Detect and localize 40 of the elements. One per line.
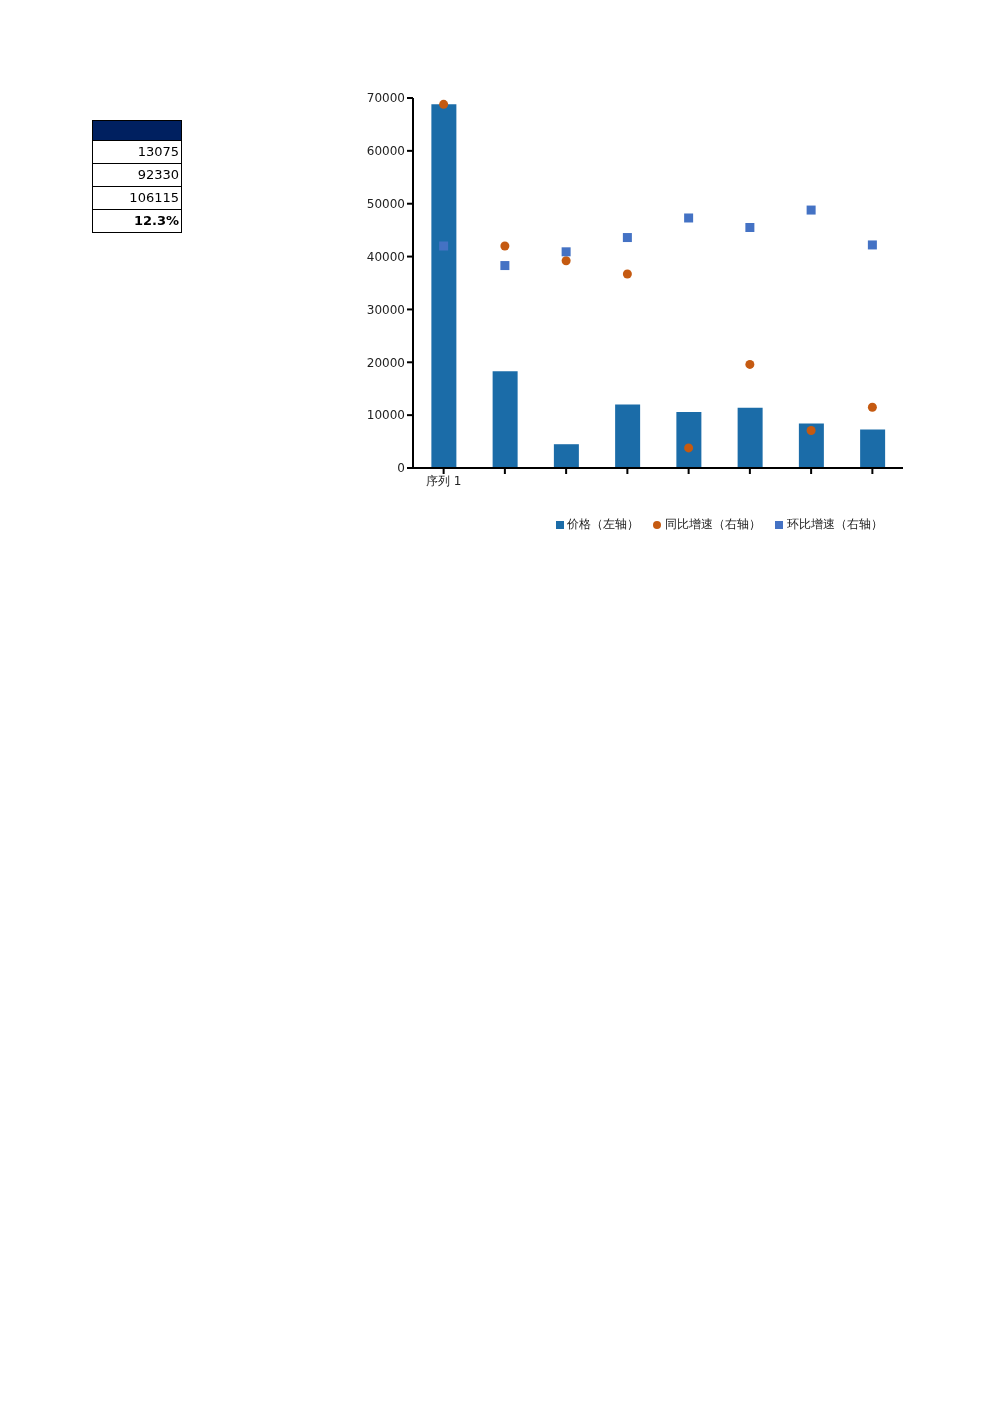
point bbox=[867, 240, 877, 250]
point bbox=[745, 223, 755, 232]
y-tick-label: 60000 bbox=[366, 144, 405, 159]
point bbox=[500, 261, 510, 271]
point bbox=[806, 205, 816, 215]
legend-label: 同比增速（右轴） bbox=[664, 516, 762, 533]
point bbox=[745, 359, 755, 369]
y-tick-label: 70000 bbox=[366, 91, 405, 106]
text: 13075 bbox=[92, 141, 182, 164]
point bbox=[806, 425, 816, 435]
y-tick-label: 20000 bbox=[366, 355, 405, 370]
y-tick-label: 0 bbox=[397, 461, 405, 476]
point bbox=[561, 247, 571, 257]
text: 12.3% bbox=[92, 210, 182, 233]
point bbox=[622, 233, 632, 243]
bar bbox=[676, 411, 702, 468]
point bbox=[684, 213, 694, 223]
point bbox=[439, 241, 449, 251]
bar bbox=[798, 423, 824, 468]
x-tick-label: 序列 1 bbox=[425, 473, 462, 488]
point bbox=[622, 269, 632, 279]
legend-label: 价格（左轴） bbox=[566, 516, 640, 533]
bar bbox=[615, 404, 641, 468]
y-tick-label: 30000 bbox=[366, 302, 405, 317]
text: 92330 bbox=[92, 164, 182, 187]
point bbox=[684, 443, 694, 453]
bar bbox=[553, 444, 579, 468]
bar bbox=[431, 104, 457, 468]
point bbox=[867, 402, 877, 412]
legend-label: 环比增速（右轴） bbox=[786, 516, 883, 533]
point bbox=[439, 99, 449, 109]
text: 106115 bbox=[92, 187, 182, 210]
y-tick-label: 40000 bbox=[366, 249, 405, 264]
bar bbox=[737, 407, 763, 468]
point bbox=[561, 256, 571, 266]
point bbox=[500, 241, 510, 251]
y-tick-label: 50000 bbox=[366, 196, 405, 211]
bar bbox=[860, 429, 886, 468]
bar bbox=[492, 371, 518, 468]
y-tick-label: 10000 bbox=[366, 408, 405, 423]
